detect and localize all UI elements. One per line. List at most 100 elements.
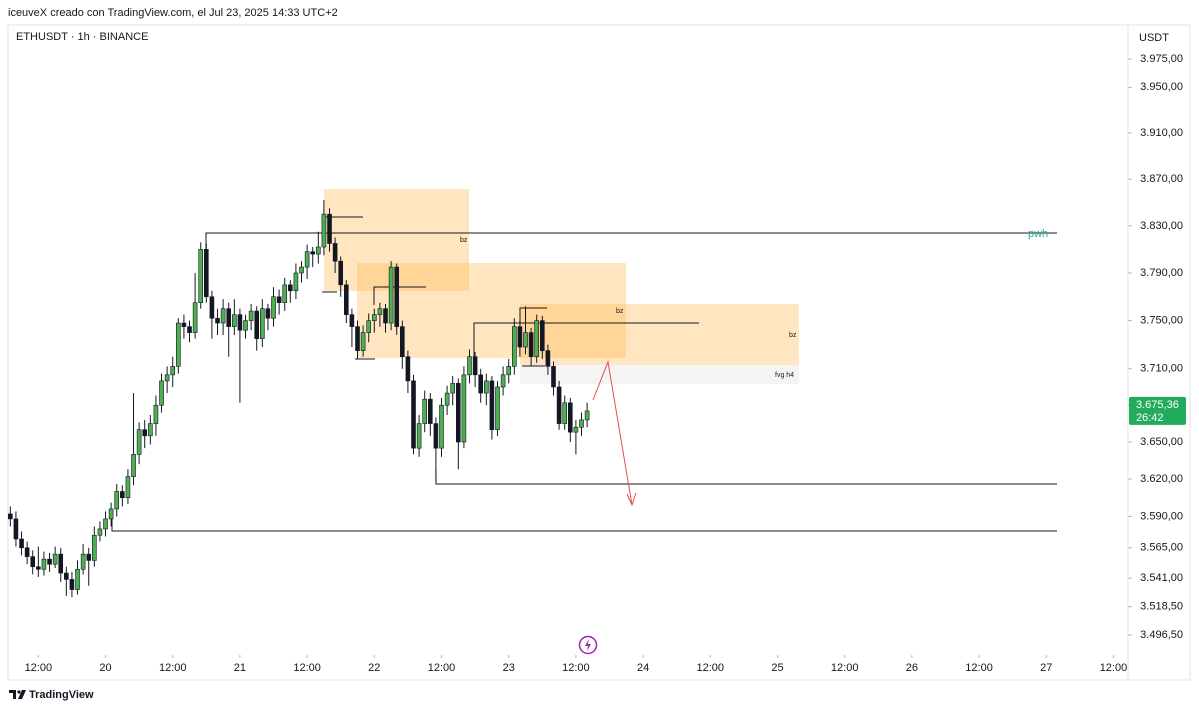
candle-body xyxy=(260,308,265,339)
candle-body xyxy=(24,547,30,557)
candle-body xyxy=(551,366,556,388)
candle-body xyxy=(69,579,75,590)
y-tick-label: 3.590,00 xyxy=(1140,510,1183,522)
candle-body xyxy=(545,350,551,367)
x-tick-label: 21 xyxy=(234,662,246,674)
x-tick-label: 12:00 xyxy=(428,662,456,674)
x-tick-label: 24 xyxy=(637,662,649,674)
x-tick-label: 22 xyxy=(368,662,380,674)
candle-body xyxy=(265,308,271,319)
candle-body xyxy=(534,320,540,357)
candle-body xyxy=(556,386,562,424)
candle-body xyxy=(41,558,47,570)
candle-body xyxy=(8,513,13,520)
candle-body xyxy=(439,404,444,449)
annotation: fvg h4 xyxy=(775,372,794,379)
fvg-box xyxy=(520,365,799,384)
y-tick-label: 3.870,00 xyxy=(1140,173,1183,185)
candle-body xyxy=(321,213,327,248)
level-line xyxy=(473,322,699,358)
candle-body xyxy=(136,429,142,455)
candle-body xyxy=(540,320,545,351)
currency: USDT xyxy=(1139,32,1169,44)
x-tick-label: 12:00 xyxy=(159,662,187,674)
x-tick-label: 25 xyxy=(771,662,783,674)
candle-body xyxy=(192,302,198,333)
candle-body xyxy=(484,380,489,394)
replay-icon xyxy=(578,635,598,655)
candle-body xyxy=(187,326,192,333)
candle-body xyxy=(500,374,506,388)
candle-body xyxy=(338,260,344,286)
candle-body xyxy=(198,249,204,304)
y-tick-label: 3.950,00 xyxy=(1140,81,1183,93)
logo: TradingView xyxy=(9,689,94,701)
annotation: pwh xyxy=(1028,228,1048,240)
y-tick-label: 3.541,00 xyxy=(1140,572,1183,584)
candle-body xyxy=(388,266,394,324)
candle-body xyxy=(411,380,416,449)
x-tick-label: 12:00 xyxy=(293,662,321,674)
x-tick-label: 27 xyxy=(1040,662,1052,674)
candle-body xyxy=(254,310,260,339)
y-tick-label: 3.975,00 xyxy=(1140,53,1183,65)
candle-body xyxy=(316,246,321,255)
x-tick-label: 12:00 xyxy=(697,662,725,674)
candle-body xyxy=(226,308,232,327)
candle-body xyxy=(461,374,467,443)
candle-body xyxy=(467,356,472,376)
y-tick-label: 3.518,50 xyxy=(1140,601,1183,613)
annotation: bz xyxy=(789,332,797,339)
candle-body xyxy=(584,410,590,421)
candle-body xyxy=(478,374,484,394)
zone-box xyxy=(520,304,799,365)
last-price-badge xyxy=(1129,396,1186,425)
candle-body xyxy=(422,398,428,424)
candle-body xyxy=(86,553,92,561)
candle-body xyxy=(344,284,349,315)
candle-body xyxy=(416,423,422,449)
candle-body xyxy=(355,326,360,351)
candle-body xyxy=(92,534,97,561)
candle-body xyxy=(428,398,433,424)
candle-body xyxy=(204,249,209,298)
y-tick-label: 3.496,50 xyxy=(1140,629,1183,641)
x-tick-label: 12:00 xyxy=(1100,662,1128,674)
candle-body xyxy=(52,553,58,565)
candle-body xyxy=(282,284,288,304)
candle-body xyxy=(400,326,405,357)
level-line xyxy=(373,286,426,305)
candle-body xyxy=(372,314,377,321)
y-tick-label: 3.565,00 xyxy=(1140,542,1183,554)
candle-body xyxy=(495,386,500,431)
candle-body xyxy=(125,476,131,499)
candle-body xyxy=(433,423,439,449)
candle-body xyxy=(271,296,276,319)
y-tick-label: 3.830,00 xyxy=(1140,220,1183,232)
candle-body xyxy=(58,553,64,574)
candle-body xyxy=(237,314,243,331)
x-tick-label: 20 xyxy=(99,662,111,674)
y-tick-label: 3.650,00 xyxy=(1140,436,1183,448)
candle-body xyxy=(108,508,114,520)
candle-body xyxy=(383,308,388,324)
candle-body xyxy=(489,380,495,431)
y-tick-label: 3.750,00 xyxy=(1140,315,1183,327)
annotation: bz xyxy=(616,308,624,315)
candle-body xyxy=(181,322,187,327)
candle-body xyxy=(456,383,461,443)
candle-body xyxy=(506,366,512,376)
y-tick-label: 3.620,00 xyxy=(1140,473,1183,485)
candle-body xyxy=(13,518,19,540)
candle-body xyxy=(64,572,69,580)
frame xyxy=(7,24,1191,681)
level-line xyxy=(519,307,547,325)
candle-body xyxy=(114,491,120,510)
candle-body xyxy=(472,356,478,376)
x-tick-label: 12:00 xyxy=(965,662,993,674)
x-tick-label: 12:00 xyxy=(562,662,590,674)
x-tick-label: 12:00 xyxy=(25,662,53,674)
candle-body xyxy=(327,213,332,244)
y-tick-label: 3.710,00 xyxy=(1140,363,1183,375)
y-tick-label: 3.790,00 xyxy=(1140,267,1183,279)
